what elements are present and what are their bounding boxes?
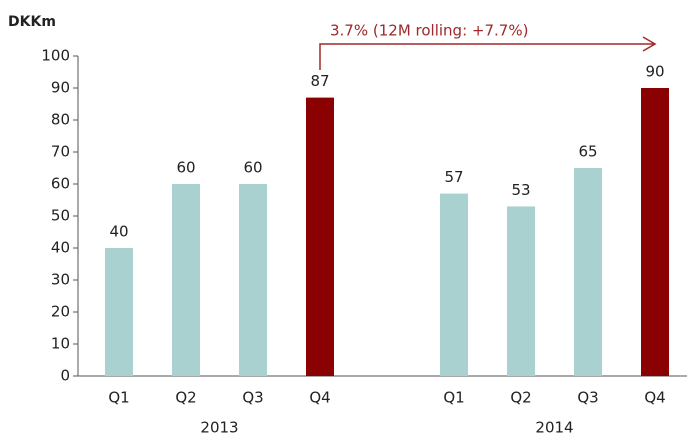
y-tick-label: 60 (51, 175, 70, 193)
data-label: 60 (176, 159, 195, 177)
y-tick-label: 100 (41, 47, 70, 65)
y-tick-label: 80 (51, 111, 70, 129)
bar (641, 88, 669, 376)
y-tick-label: 70 (51, 143, 70, 161)
data-label: 57 (444, 168, 463, 186)
y-tick-label: 30 (51, 271, 70, 289)
data-label: 87 (310, 72, 329, 90)
bar (239, 184, 267, 376)
bar (172, 184, 200, 376)
group-label: 2014 (535, 419, 573, 435)
x-tick-label: Q2 (175, 389, 196, 407)
y-tick-label: 90 (51, 79, 70, 97)
y-tick-label: 40 (51, 239, 70, 257)
x-tick-label: Q4 (309, 389, 330, 407)
x-tick-label: Q2 (510, 389, 531, 407)
y-tick-label: 20 (51, 303, 70, 321)
data-label: 90 (645, 63, 664, 81)
bar (507, 206, 535, 376)
data-label: 53 (511, 181, 530, 199)
data-label: 40 (109, 223, 128, 241)
x-tick-label: Q3 (577, 389, 598, 407)
data-label: 65 (578, 143, 597, 161)
group-label: 2013 (200, 419, 238, 435)
x-tick-label: Q4 (644, 389, 665, 407)
y-tick-label: 10 (51, 335, 70, 353)
bar (306, 97, 334, 376)
y-tick-label: 50 (51, 207, 70, 225)
x-tick-label: Q1 (443, 389, 464, 407)
y-tick-label: 0 (60, 367, 70, 385)
annotation: 3.7% (12M rolling: +7.7%) (330, 22, 528, 40)
annotation-arrowhead (642, 36, 657, 52)
x-tick-label: Q1 (108, 389, 129, 407)
x-tick-label: Q3 (242, 389, 263, 407)
bar (440, 193, 468, 376)
bar (574, 168, 602, 376)
bar (105, 248, 133, 376)
data-label: 60 (243, 159, 262, 177)
y-axis-label: DKKm (8, 14, 56, 30)
annotation-arrow (319, 43, 655, 70)
